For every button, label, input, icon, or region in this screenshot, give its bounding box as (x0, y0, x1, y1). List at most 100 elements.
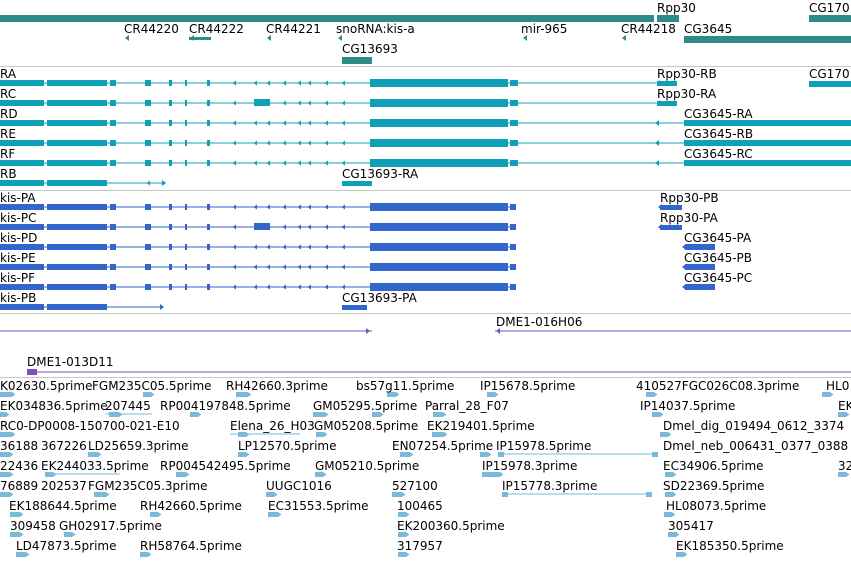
clone-label-dme1-013d11[interactable]: DME1-013D11 (27, 355, 114, 369)
est-match[interactable] (176, 472, 186, 477)
transcript-exon[interactable] (169, 120, 172, 126)
transcript-exon[interactable] (370, 79, 508, 87)
est-match[interactable] (64, 532, 72, 537)
est-label[interactable]: EK034836.5prime (0, 399, 108, 413)
gene-bar-kis[interactable] (0, 15, 654, 22)
est-match[interactable] (398, 512, 406, 517)
transcript-label-rpp30-rb[interactable]: Rpp30-RB (657, 67, 717, 81)
transcript-label-ra[interactable]: RA (0, 67, 17, 81)
est-match[interactable] (0, 452, 10, 457)
est-match[interactable] (238, 452, 246, 457)
transcript-exon[interactable] (207, 80, 210, 86)
transcript-exon[interactable] (185, 160, 187, 166)
gene-label-cg13693[interactable]: CG13693 (342, 42, 398, 56)
protein-cds[interactable] (47, 264, 107, 270)
est-label[interactable]: bs57g11.5prime (356, 379, 455, 393)
clone-end[interactable] (27, 369, 37, 375)
est-label[interactable]: EK (838, 399, 851, 413)
transcript-exon-cg13693-ra[interactable] (342, 181, 372, 186)
protein-cds[interactable] (110, 204, 116, 210)
est-label[interactable]: 410527FGC026C08.3prime (636, 379, 800, 393)
protein-label-kis-pd[interactable]: kis-PD (0, 231, 38, 245)
protein-cds[interactable] (145, 264, 151, 270)
transcript-exon[interactable] (47, 140, 107, 146)
protein-cds[interactable] (207, 224, 210, 230)
protein-cds[interactable] (145, 204, 151, 210)
transcript-exon[interactable] (169, 80, 172, 86)
transcript-exon[interactable] (254, 99, 270, 106)
est-label[interactable]: RH42660.5prime (140, 499, 242, 513)
protein-cds[interactable] (370, 283, 508, 291)
est-match[interactable] (315, 472, 323, 477)
est-label[interactable]: HL08073.5prime (666, 499, 767, 513)
transcript-exon[interactable] (110, 120, 116, 126)
est-match[interactable] (502, 492, 508, 497)
est-label[interactable]: LD25659.3prime (88, 439, 189, 453)
protein-cds-rpp30[interactable] (660, 205, 682, 210)
est-match[interactable] (498, 452, 504, 457)
est-label[interactable]: Dmel_neb_006431_0377_0388 (663, 439, 849, 453)
est-label[interactable]: HL0 (826, 379, 850, 393)
est-label[interactable]: IP14037.5prime (640, 399, 736, 413)
est-match[interactable] (10, 512, 20, 517)
transcript-exon[interactable] (510, 140, 518, 146)
est-match[interactable] (266, 492, 274, 497)
est-label[interactable]: IP15978.3prime (482, 459, 578, 473)
protein-cds[interactable] (110, 224, 116, 230)
transcript-exon[interactable] (169, 140, 172, 146)
est-match[interactable] (433, 412, 443, 417)
est-label[interactable]: SD22369.5prime (663, 479, 765, 493)
protein-label-kis-pb[interactable]: kis-PB (0, 291, 37, 305)
protein-cds[interactable] (370, 243, 508, 251)
est-label[interactable]: 305417 (668, 519, 714, 533)
protein-label-kis-pf[interactable]: kis-PF (0, 271, 36, 285)
est-label[interactable]: EK219401.5prime (427, 419, 535, 433)
est-label[interactable]: IP15978.5prime (496, 439, 592, 453)
est-label[interactable]: LD47873.5prime (16, 539, 117, 553)
est-label[interactable]: FGM235C05.5prime (92, 379, 212, 393)
protein-cds[interactable] (185, 284, 187, 290)
protein-cds[interactable] (47, 284, 107, 290)
est-label[interactable]: Elena_26_H03 (230, 419, 315, 433)
gene-label-cr44218[interactable]: CR44218 (621, 22, 676, 36)
est-label[interactable]: GM05295.5prime (313, 399, 418, 413)
transcript-exon[interactable] (110, 100, 116, 106)
protein-cds[interactable] (47, 224, 107, 230)
est-match[interactable] (150, 512, 158, 517)
protein-label-cg3645-pa[interactable]: CG3645-PA (684, 231, 752, 245)
protein-cds[interactable] (510, 284, 516, 290)
transcript-label-cg3645-rb[interactable]: CG3645-RB (684, 127, 754, 141)
transcript-exon[interactable] (47, 120, 107, 126)
transcript-exon[interactable] (185, 80, 187, 86)
protein-cds[interactable] (207, 244, 210, 250)
transcript-exon[interactable] (185, 120, 187, 126)
protein-label-rpp30-pb[interactable]: Rpp30-PB (660, 191, 719, 205)
protein-cds[interactable] (145, 244, 151, 250)
protein-label-cg3645-pb[interactable]: CG3645-PB (684, 251, 753, 265)
est-label[interactable]: 527100 (392, 479, 438, 493)
transcript-exon[interactable] (370, 139, 508, 147)
est-label[interactable]: 36188 (0, 439, 39, 453)
transcript-exon[interactable] (370, 99, 508, 107)
est-label[interactable]: IP15778.3prime (502, 479, 598, 493)
protein-cds[interactable] (370, 203, 508, 211)
transcript-label-rb[interactable]: RB (0, 167, 17, 181)
est-match[interactable] (646, 492, 652, 497)
protein-cds-cg13693-pa[interactable] (342, 305, 367, 310)
transcript-exon[interactable] (510, 120, 518, 126)
protein-cds[interactable] (0, 244, 44, 250)
protein-cds[interactable] (185, 204, 187, 210)
protein-cds[interactable] (0, 224, 44, 230)
est-label[interactable]: K02630.5prime (0, 379, 93, 393)
protein-cds[interactable] (0, 304, 44, 310)
est-label[interactable]: FGM235C05.3prime (88, 479, 208, 493)
protein-cds[interactable] (47, 204, 107, 210)
est-match[interactable] (652, 412, 660, 417)
transcript-label-rc[interactable]: RC (0, 87, 17, 101)
protein-cds-cg3645[interactable] (685, 244, 715, 250)
protein-cds[interactable] (510, 224, 516, 230)
est-match[interactable] (0, 412, 6, 417)
protein-cds[interactable] (510, 244, 516, 250)
transcript-exon[interactable] (207, 160, 210, 166)
protein-cds[interactable] (47, 304, 107, 310)
